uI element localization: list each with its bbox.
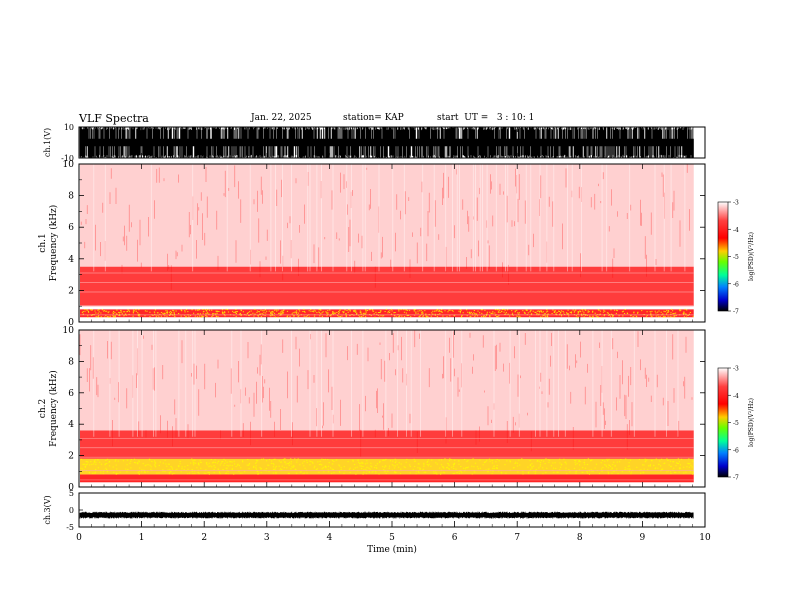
x-tick-label: 2 (201, 533, 207, 543)
station-label: station= KAP (343, 113, 404, 123)
ch2-spectrogram-band-1 (80, 458, 694, 475)
ch1-spectrogram-band-1 (80, 291, 694, 307)
x-axis-label: Time (min) (367, 544, 417, 555)
ch2-spectrogram-band-2 (80, 430, 694, 459)
ch2-spectrogram-ylabel-freq: Frequency (kHz) (48, 370, 59, 447)
x-tick-label: 3 (264, 533, 270, 543)
ch1-spectrogram-band-2 (80, 266, 694, 292)
x-tick-label: 8 (577, 533, 583, 543)
x-tick-label: 9 (640, 533, 646, 543)
ch1-spectrogram-ylabel-freq: Frequency (kHz) (48, 205, 59, 282)
ch1-ylabel: ch.1(V) (43, 128, 52, 157)
ch1-spectrogram-colorbar (717, 201, 729, 312)
date-label: Jan. 22, 2025 (251, 113, 312, 123)
ch1-spectrogram-gaps (93, 164, 686, 272)
ch2-spectrogram-ytick-label: 2 (68, 452, 74, 462)
ch1-spectrogram-colorbar-tick-label: -6 (733, 281, 739, 288)
ch2-spectrogram-colorbar-tick-label: -3 (733, 366, 739, 373)
ch2-spectrogram-ylabel-channel: ch.2 (38, 399, 48, 418)
x-tick-label: 5 (389, 533, 395, 543)
ch1-waveform-trace (79, 127, 694, 158)
x-tick-label: 0 (76, 533, 82, 543)
ch2-spectrogram-ytick-label: 0 (68, 483, 74, 493)
ch2-spectrogram-ytick-label: 6 (68, 389, 74, 399)
ch1-spectrogram-ytick-label: 2 (68, 286, 74, 296)
ch2-spectrogram-colorbar-tick-label: -7 (733, 475, 739, 482)
ch1-waveform-path (79, 127, 694, 158)
ch1-spectrogram-ylabel-channel: ch.1 (38, 233, 48, 252)
ch1-spectrogram-streaks (80, 164, 690, 290)
ch2-spectrogram-colorbar-tick-label: -5 (733, 420, 739, 427)
ch2-spectrogram-colorbar-tick-label: -6 (733, 447, 739, 454)
x-tick-label: 7 (514, 533, 520, 543)
ch1-spectrogram-image (79, 164, 705, 322)
ch2-spectrogram-hot-speckles (80, 458, 694, 475)
ch2-spectrogram-ytick-label: 10 (63, 326, 75, 336)
ch3-waveform-path (79, 511, 694, 519)
chart-title: VLF Spectra (79, 112, 149, 125)
ch2-spectrogram-band-0 (80, 474, 694, 483)
ch1-ytick-neg10: -10 (61, 154, 74, 163)
x-tick-label: 6 (452, 533, 458, 543)
ch2-spectrogram-ytick-label: 4 (68, 420, 74, 430)
ch1-spectrogram-ytick-label: 10 (63, 160, 75, 170)
ch2-spectrogram-gaps (93, 330, 679, 437)
ch1-ytick-10: 10 (64, 123, 74, 132)
ch1-spectrogram-band-3 (80, 164, 694, 267)
ch2-spectrogram-ytick-label: 8 (68, 357, 74, 367)
ch1-spectrogram-ytick-label: 4 (68, 255, 74, 265)
ch1-spectrogram-colorbar-tick-label: -7 (733, 309, 739, 316)
start-ut-label: start UT = 3 : 10: 1 (437, 113, 535, 123)
ch1-spectrogram-hot-speckles (81, 308, 694, 318)
ch1-spectrogram-band-0 (80, 309, 694, 318)
ch2-spectrogram-colorbar (717, 367, 729, 478)
ch1-spectrogram-colorbar-tick-label: -5 (733, 254, 739, 261)
ch3-ytick-label: 0 (69, 506, 74, 515)
ch3-ytick-label: 5 (69, 489, 74, 498)
ch2-spectrogram-colorbar-tick-label: -4 (733, 393, 739, 400)
ch3-ytick-label: -5 (66, 523, 74, 532)
ch1-spectrogram-colorbar-tick-label: -3 (733, 200, 739, 207)
ch1-spectrogram-ytick-label: 8 (68, 192, 74, 202)
x-tick-label: 10 (699, 533, 711, 543)
ch2-spectrogram-colorbar-label: log(PSD)(V²/Hz) (748, 398, 755, 447)
x-tick-label: 1 (139, 533, 145, 543)
ch1-spectrogram-colorbar-label: log(PSD)(V²/Hz) (748, 232, 755, 281)
ch1-spectrogram-ytick-label: 0 (68, 318, 74, 328)
ch1-spectrogram-colorbar-tick-label: -4 (733, 227, 739, 234)
ch3-ylabel: ch.3(V) (43, 495, 52, 524)
ch2-spectrogram-image (79, 330, 705, 487)
ch1-spectrogram-ytick-label: 6 (68, 223, 74, 233)
ch2-spectrogram-band-3 (80, 330, 694, 431)
x-tick-label: 4 (327, 533, 333, 543)
